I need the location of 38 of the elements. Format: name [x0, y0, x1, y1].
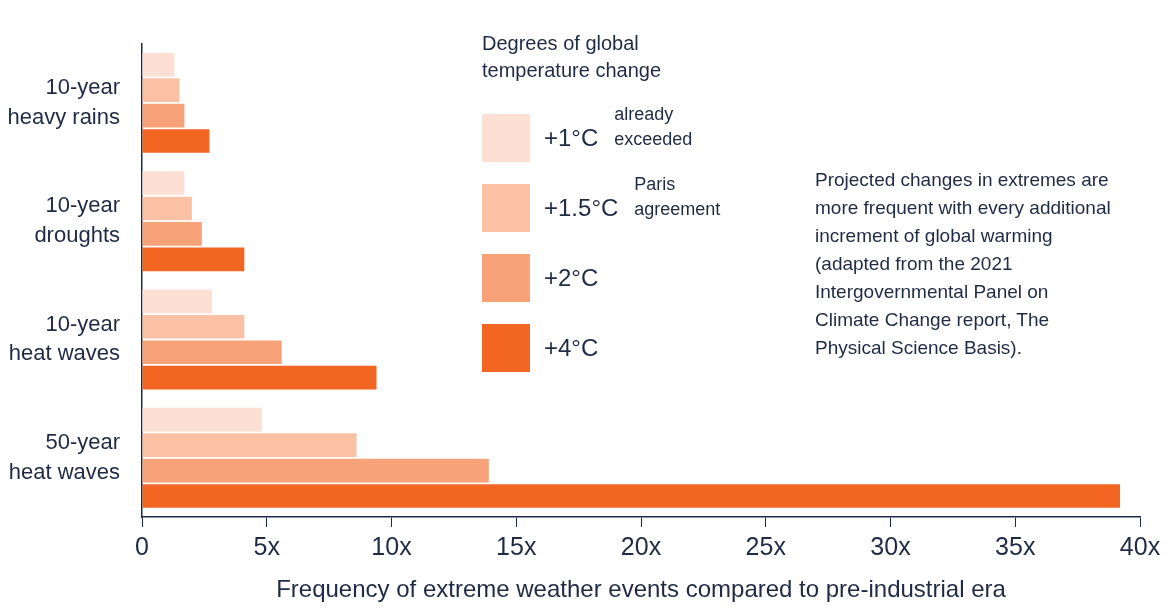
x-tick-label: 5x	[253, 531, 281, 560]
bar	[142, 247, 245, 272]
bar	[142, 78, 180, 102]
bar	[142, 340, 282, 365]
x-tick-label: 40x	[1119, 531, 1161, 560]
bar	[142, 314, 245, 339]
bar	[142, 365, 377, 390]
annotation: Paris agreement	[634, 173, 722, 221]
x-tick-label: 15x	[496, 531, 537, 560]
x-tick-label: 25x	[745, 531, 787, 560]
annotation: already exceeded	[614, 103, 694, 151]
legend-label: +1.5°C	[544, 194, 619, 222]
x-tick-label: 35x	[995, 531, 1036, 560]
y-tick-label: 10-year droughts	[34, 192, 120, 248]
x-tick-label: 20x	[620, 531, 662, 560]
y-tick-label: 50-year heat waves	[8, 429, 120, 484]
bar	[142, 171, 185, 195]
bar	[142, 458, 489, 483]
legend-label: +1°C	[544, 124, 599, 152]
bar	[142, 222, 202, 246]
bar	[142, 289, 212, 314]
x-axis-title: Frequency of extreme weather events compared to pre-industrial era	[276, 575, 1007, 603]
bar	[142, 129, 210, 153]
legend-label: +2°C	[544, 264, 599, 292]
y-tick-label: 10-year heat waves	[8, 310, 120, 366]
annotation: Projected changes in extremes are more frequent with every additional increment of global warming (adapted from the 2021 Intergovernmental Panel on Climate Change report, The Physical Science Basis).	[815, 168, 1112, 360]
x-tick-label: 30x	[870, 531, 912, 560]
bar	[142, 407, 262, 432]
legend-label: +4°C	[544, 334, 599, 362]
x-tick-label: 10x	[371, 531, 413, 560]
legend-title: Degrees of global temperature change	[482, 31, 662, 83]
bar	[142, 52, 175, 77]
bar	[142, 103, 185, 128]
x-tick-label: 0	[135, 531, 149, 560]
bar	[142, 196, 192, 221]
bar	[142, 433, 357, 457]
y-tick-label: 10-year heavy rains	[7, 74, 120, 129]
bar	[142, 484, 1121, 508]
